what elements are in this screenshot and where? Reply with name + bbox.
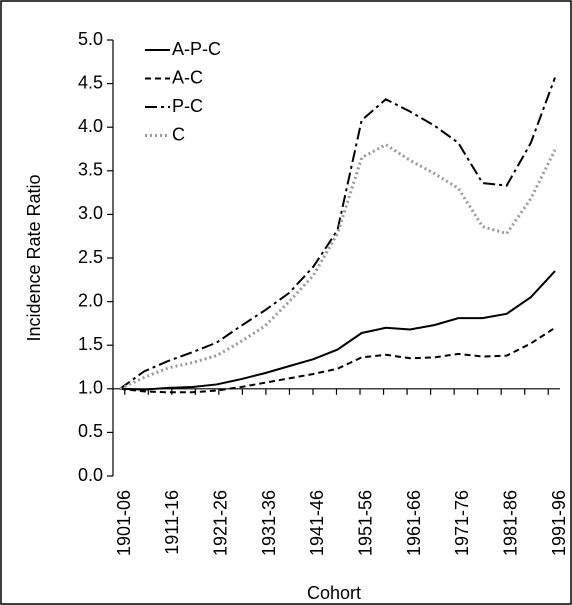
x-tick-label: 1971-76 <box>452 490 472 556</box>
legend-label: C <box>172 124 185 144</box>
series-line <box>119 270 556 391</box>
y-tick-label: 0.0 <box>78 465 103 485</box>
x-axis-label: Cohort <box>307 583 361 603</box>
x-tick-label: 1991-96 <box>549 490 569 556</box>
legend-label: A-P-C <box>172 39 221 59</box>
y-tick-label: 3.0 <box>78 203 103 223</box>
y-tick-label: 5.0 <box>78 29 103 49</box>
x-tick-label: 1911-16 <box>162 490 182 555</box>
x-tick-label: 1951-56 <box>355 490 375 556</box>
y-tick-label: 1.5 <box>78 334 103 354</box>
y-tick-label: 0.5 <box>78 421 103 441</box>
x-tick-label: 1921-26 <box>210 490 230 556</box>
y-tick-label: 2.0 <box>78 290 103 310</box>
x-tick-label: 1961-66 <box>404 490 424 556</box>
x-tick-label: 1901-06 <box>114 490 134 556</box>
y-tick-label: 2.5 <box>78 247 103 267</box>
series-line <box>119 326 556 394</box>
y-tick-label: 4.0 <box>78 116 103 136</box>
y-axis-label: Incidence Rate Ratio <box>24 174 44 341</box>
y-tick-label: 1.0 <box>78 378 103 398</box>
y-tick-label: 4.5 <box>78 72 103 92</box>
y-tick-label: 3.5 <box>78 160 103 180</box>
x-tick-label: 1941-46 <box>307 490 327 556</box>
x-tick-label: 1931-36 <box>259 490 279 556</box>
legend-label: A-C <box>172 67 203 87</box>
x-tick-label: 1981-86 <box>500 490 520 556</box>
legend-label: P-C <box>172 96 203 116</box>
